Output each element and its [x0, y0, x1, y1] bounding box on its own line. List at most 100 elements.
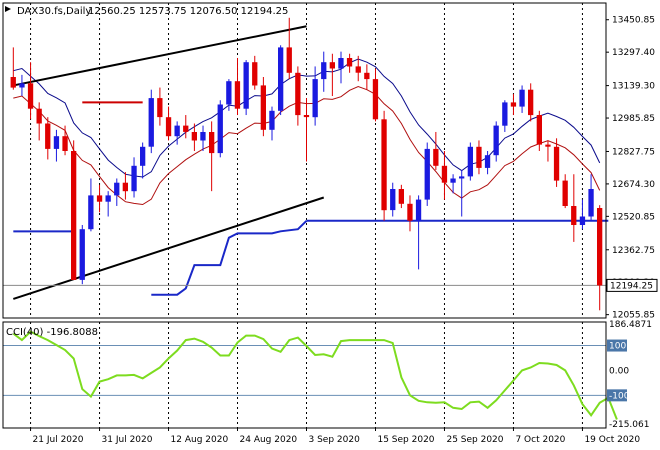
candle-body [148, 98, 154, 147]
candle-body [424, 148, 430, 200]
candle-body [597, 208, 603, 286]
candle-body [562, 180, 568, 206]
candle-body [183, 125, 189, 132]
panel-frames [2, 2, 607, 429]
candle-body [321, 62, 327, 80]
ohlc-header: 12560.25 12573.75 12076.50 12194.25 [88, 6, 288, 17]
upper-envelope-line [13, 58, 601, 178]
candle-body [415, 199, 422, 221]
candle-body [476, 146, 482, 168]
cci-tick-label: -100 [609, 391, 630, 401]
candle-body [191, 132, 197, 141]
x-tick-label: 21 Jul 2020 [33, 435, 84, 445]
candle-body [243, 62, 249, 109]
candle-body [467, 146, 473, 177]
y-tick-label: 12827.75 [612, 147, 655, 157]
candle-body [252, 62, 258, 86]
candle-body [234, 81, 241, 109]
candle-body [536, 115, 542, 145]
y-tick-label: 13450.85 [612, 16, 655, 26]
candle-body [303, 115, 310, 118]
symbol-title: DAX30.fs,Daily [17, 6, 91, 17]
x-tick-label: 25 Sep 2020 [446, 435, 503, 445]
candle-body [174, 125, 180, 137]
candle-body [484, 155, 491, 168]
candle-body [286, 47, 292, 73]
y-tick-label: 12985.85 [612, 114, 655, 124]
cci-panel-frame [2, 321, 607, 429]
candle-body [278, 47, 284, 111]
candle-body [553, 146, 560, 181]
candle-body [62, 136, 68, 151]
candle-body [27, 83, 34, 109]
candle-body [381, 119, 387, 211]
candle-body [407, 203, 413, 221]
candle-body [96, 195, 103, 202]
price-label-box [606, 278, 658, 292]
candle-body [200, 132, 206, 141]
candle-body [36, 108, 42, 124]
candle-body [346, 58, 353, 67]
candle-body [510, 102, 517, 107]
candle-body [493, 125, 499, 156]
cci-line [12, 330, 618, 420]
candle-body [295, 72, 301, 116]
candle-body [329, 62, 335, 69]
y-tick-label: 12055.85 [612, 311, 655, 321]
candle-body [114, 182, 120, 196]
candle-body [269, 110, 275, 130]
candle-body [441, 165, 448, 183]
candle-body [398, 189, 404, 204]
candle-body [364, 72, 370, 80]
upper-trendline [13, 25, 307, 87]
candle-body [355, 66, 361, 73]
cci-title: CCI(40) -196.8088 [6, 327, 98, 338]
candle-body [545, 144, 551, 147]
price-label: 12194.25 [610, 281, 653, 291]
y-tick-label: 12362.75 [612, 246, 655, 256]
lower-trendline [13, 196, 325, 300]
cci-series [12, 330, 618, 420]
candle-body [260, 85, 266, 130]
x-tick-label: 19 Oct 2020 [584, 435, 640, 445]
candle-body [459, 176, 465, 179]
cci-tick-label: 186.4871 [609, 320, 652, 330]
y-tick-label: 12520.85 [612, 212, 655, 222]
cci-level-box [607, 339, 627, 352]
candle-body [209, 132, 215, 154]
candle-body [433, 148, 439, 166]
axis-labels: 13450.85 13297.40 13139.30 12985.85 12827.75… [30, 16, 658, 445]
y-tick-label: 13297.40 [612, 48, 655, 58]
candle-body [140, 146, 146, 166]
candle-body [579, 216, 586, 225]
x-tick-label: 24 Aug 2020 [240, 435, 298, 445]
candlestick-series [10, 17, 603, 311]
candle-body [122, 182, 128, 192]
candle-body [502, 102, 508, 126]
candle-body [131, 165, 137, 192]
candle-body [105, 195, 111, 202]
candle-body [165, 117, 172, 137]
cci-panel-grid [3, 322, 606, 428]
candle-body [519, 89, 525, 107]
candle-body [372, 79, 379, 120]
y-tick-label: 13139.30 [612, 82, 655, 92]
candle-body [71, 151, 77, 280]
cci-tick-label: -215.061 [609, 420, 649, 430]
x-tick-label: 31 Jul 2020 [102, 435, 153, 445]
candle-body [226, 81, 232, 105]
indicator-marker-icon [5, 6, 11, 12]
x-tick-label: 15 Sep 2020 [377, 435, 434, 445]
y-tick-label: 12674.30 [612, 180, 655, 190]
candle-body [450, 178, 456, 183]
candle-body [53, 136, 60, 149]
candle-body [217, 104, 223, 154]
cci-level-box [607, 389, 627, 402]
candle-body [79, 229, 85, 280]
candle-body [88, 195, 94, 230]
candle-body [19, 83, 25, 88]
candle-body [390, 189, 396, 211]
main-panel-frame [2, 2, 607, 319]
x-tick-label: 7 Oct 2020 [515, 435, 565, 445]
